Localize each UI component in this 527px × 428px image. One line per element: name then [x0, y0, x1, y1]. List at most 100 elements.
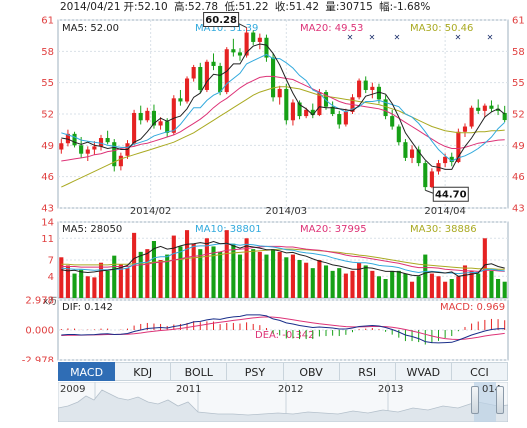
nav-year-2013: 2013	[378, 384, 404, 395]
tab-rsi[interactable]: RSI	[339, 362, 396, 381]
tab-macd[interactable]: MACD	[58, 362, 116, 381]
volume-bar	[502, 281, 507, 298]
volume-bar	[476, 273, 481, 298]
candle-body	[85, 149, 90, 154]
volume-bar	[171, 235, 176, 298]
volume-bar	[98, 262, 104, 298]
candle-body	[423, 163, 428, 188]
price-tick-left: 43	[41, 204, 54, 215]
price-tick-left: 58	[41, 47, 54, 58]
volume-bar	[218, 251, 223, 298]
tab-boll[interactable]: BOLL	[171, 362, 228, 381]
candle-body	[59, 143, 64, 150]
volume-bar	[112, 255, 117, 298]
candle-body	[476, 107, 481, 111]
candle-body	[132, 112, 137, 144]
candle-body	[449, 156, 454, 163]
candle-body	[251, 32, 256, 42]
candle-body	[178, 98, 183, 102]
price-ma-legend-ma20: MA20: 49.53	[300, 23, 363, 34]
candle-body	[98, 138, 104, 147]
tab-cci[interactable]: CCI	[451, 362, 508, 381]
candle-body	[482, 105, 487, 111]
navigator-overview	[58, 382, 508, 422]
volume-bar	[330, 270, 335, 298]
event-marker: ✕	[347, 33, 354, 42]
macd-legend-macd: MACD: 0.969	[440, 302, 505, 313]
volume-bar	[198, 249, 203, 298]
volume-bar	[264, 254, 269, 298]
candle-body	[198, 67, 203, 90]
volume-bar	[449, 279, 454, 298]
price-tick-right: 61	[512, 16, 525, 27]
close-label: 收:	[274, 1, 289, 13]
volume-tick-label: 7	[48, 256, 54, 267]
volume-bar	[184, 230, 190, 298]
candle-body	[191, 67, 196, 79]
navigator-right-handle[interactable]	[496, 386, 504, 414]
candle-body	[403, 142, 408, 158]
tab-psy[interactable]: PSY	[227, 362, 284, 381]
candle-body	[211, 61, 216, 66]
candle-body	[416, 149, 421, 164]
candle-body	[92, 146, 97, 150]
candle-body	[502, 112, 507, 121]
macd-legend-dea: DEA: -0.342	[255, 330, 314, 341]
volume-ma-legend-ma30: MA30: 38886	[410, 224, 477, 235]
volume-bar	[337, 268, 342, 298]
volume-bar	[363, 265, 368, 298]
volume-bar	[151, 241, 157, 298]
candle-body	[390, 116, 395, 127]
volume-bar	[343, 273, 348, 298]
volume-bar	[496, 279, 501, 298]
price-tick-right: 52	[512, 110, 525, 121]
volume-bar	[482, 238, 487, 298]
candle-body	[396, 126, 401, 143]
price-ma20-line	[61, 75, 505, 162]
volume-bar	[297, 260, 302, 298]
candle-body	[72, 133, 77, 146]
open-label: 开:	[123, 1, 138, 13]
price-tick-right: 43	[512, 204, 525, 215]
price-tick-left: 52	[41, 110, 54, 121]
volume-bar	[383, 279, 388, 298]
candle-body	[158, 121, 163, 126]
nav-year-2012: 2012	[278, 384, 304, 395]
tab-kdj[interactable]: KDJ	[115, 362, 172, 381]
macd-dea-line	[61, 316, 505, 341]
candle-body	[376, 86, 382, 100]
volume-bar	[145, 249, 150, 298]
volume-bar	[271, 249, 276, 298]
volume-bar	[284, 257, 289, 298]
candle-body	[297, 102, 302, 117]
volume-bar	[178, 246, 183, 298]
volume-bar	[290, 254, 295, 298]
chart-canvas[interactable]: 61 61 58 58 55 55 52 52 49 49 46 46 43 43 2014/02 2014/…	[0, 0, 527, 362]
tab-obv[interactable]: OBV	[283, 362, 340, 381]
high-annotation-label: 60.28	[205, 15, 237, 26]
tab-wvad[interactable]: WVAD	[395, 362, 452, 381]
event-marker: ✕	[394, 33, 401, 42]
macd-tick-label: 0.000	[25, 326, 54, 337]
candle-body	[290, 102, 295, 121]
candle-body	[317, 92, 322, 116]
range-navigator[interactable]: 2009 2011 2012 2013 014	[58, 382, 508, 422]
candle-body	[496, 108, 501, 111]
indicator-tabs: MACD KDJ BOLL PSY OBV RSI WVAD CCI	[58, 362, 508, 381]
vol-value: 30715	[339, 1, 373, 13]
nav-year-2011: 2011	[176, 384, 202, 395]
volume-bar	[231, 243, 236, 298]
macd-dif-line	[61, 314, 505, 344]
candle-body	[231, 49, 236, 53]
candle-body	[65, 133, 70, 144]
navigator-left-handle[interactable]	[471, 386, 479, 414]
low-annotation-label: 44.70	[435, 190, 467, 201]
event-marker: ✕	[487, 33, 494, 42]
volume-bar	[323, 265, 329, 298]
open-value: 52.10	[137, 1, 168, 13]
volume-unit-label: x万	[43, 297, 57, 307]
low-annotation-pointer	[425, 189, 434, 194]
volume-ma5-line	[61, 240, 505, 277]
close-value: 51.42	[288, 1, 319, 13]
